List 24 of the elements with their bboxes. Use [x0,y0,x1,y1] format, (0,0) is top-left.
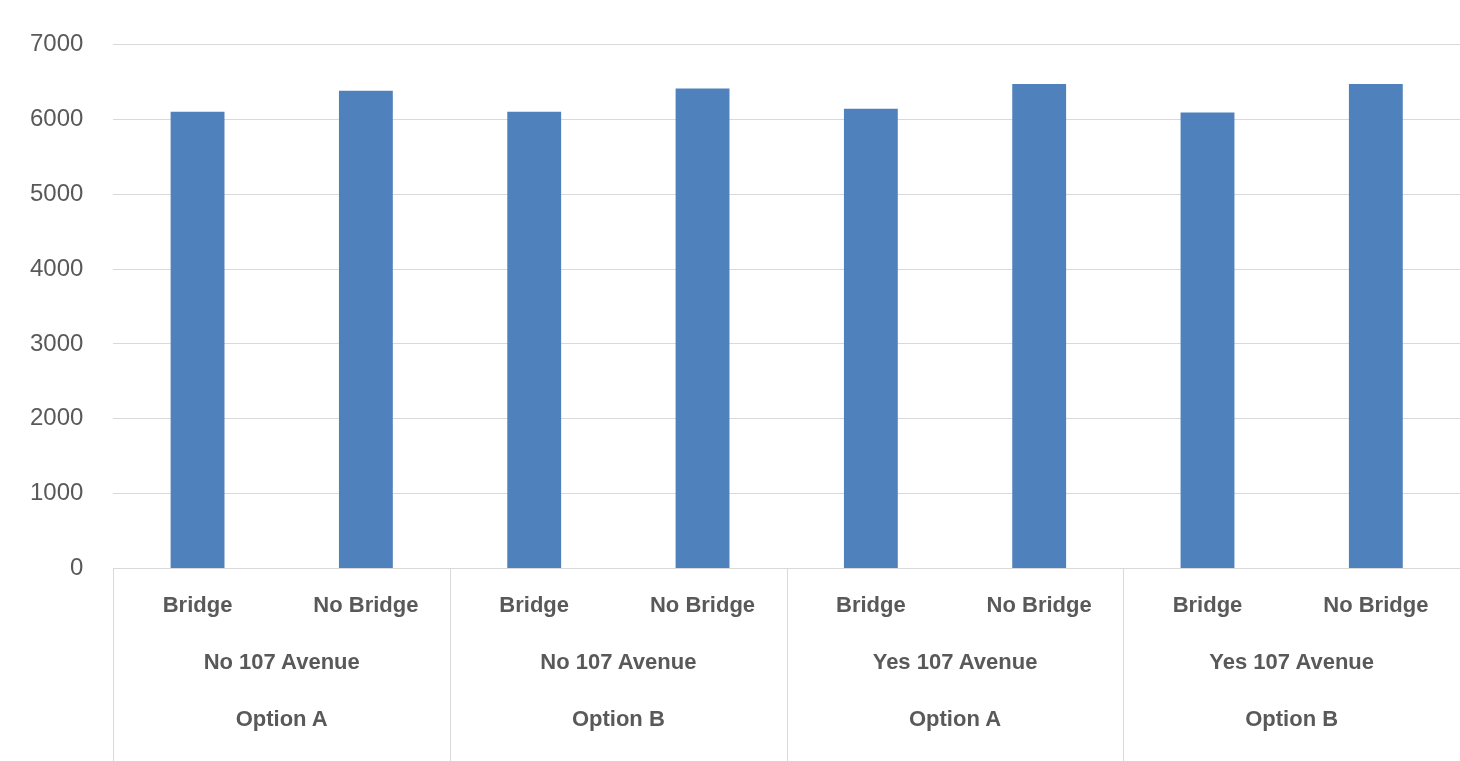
x-tick-label: No Bridge [1323,591,1429,617]
y-tick-label: 4000 [30,253,84,281]
text: Option B [1245,705,1339,731]
y-tick-label: 5000 [30,178,84,206]
text: Yes 107 Avenue [872,648,1038,674]
x-tick-label: No Bridge [649,591,756,617]
y-tick-label: 2000 [30,403,84,431]
y-tick-label: 6000 [30,103,84,131]
y-tick-label: 0 [70,553,84,581]
x-tick-label: No Bridge [986,591,1092,617]
text: No 107 Avenue [540,648,697,674]
x-tick-label: Bridge [162,591,233,617]
text: No 107 Avenue [203,648,360,674]
text: Option B [571,705,665,731]
text: Yes 107 Avenue [1209,648,1375,674]
y-tick-label: 7000 [30,29,84,57]
x-tick-label: Bridge [836,591,906,617]
x-tick-label: No Bridge [313,591,419,617]
x-tick-label: Bridge [499,591,570,617]
y-tick-label: 1000 [30,478,84,506]
x-tick-label: Bridge [1172,591,1243,617]
y-tick-label: 3000 [30,328,84,356]
text: Option A [235,705,328,731]
text: Option A [908,705,1002,731]
